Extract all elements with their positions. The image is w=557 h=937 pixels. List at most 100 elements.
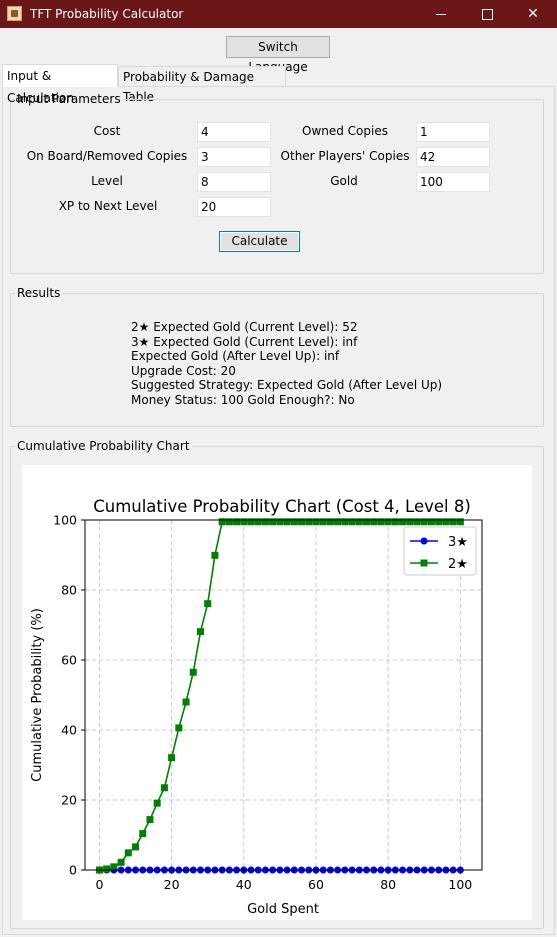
input-parameters-legend: Input Parameters xyxy=(17,92,121,106)
data-point xyxy=(406,518,414,526)
tab-probability-damage-table[interactable]: Probability & Damage Table xyxy=(118,66,286,104)
y-tick-label: 80 xyxy=(61,583,77,598)
data-point xyxy=(211,551,219,559)
minimize-button[interactable] xyxy=(418,0,464,28)
x-tick-label: 80 xyxy=(380,877,396,892)
data-point xyxy=(175,724,183,732)
data-point xyxy=(146,816,154,824)
xp-to-next-level-label: XP to Next Level xyxy=(58,199,158,213)
data-point xyxy=(427,518,435,526)
results-legend: Results xyxy=(17,286,61,300)
data-point xyxy=(435,518,443,526)
result-line-3star-current: 3★ Expected Gold (Current Level): inf xyxy=(131,334,358,349)
maximize-button[interactable] xyxy=(464,0,510,28)
x-tick-label: 60 xyxy=(308,877,324,892)
xp-to-next-level-input[interactable] xyxy=(197,197,271,217)
y-tick-label: 20 xyxy=(61,793,77,808)
data-point xyxy=(247,518,255,526)
x-tick-label: 100 xyxy=(448,877,472,892)
data-point xyxy=(160,784,168,792)
data-point xyxy=(370,518,378,526)
cost-input[interactable] xyxy=(197,122,271,142)
plot-frame xyxy=(84,519,483,871)
close-button[interactable]: ✕ xyxy=(510,0,556,28)
data-point xyxy=(261,518,269,526)
level-label: Level xyxy=(91,174,123,188)
switch-language-button[interactable]: Switch Language xyxy=(226,36,330,74)
window-title: TFT Probability Calculator xyxy=(30,7,184,21)
data-point xyxy=(355,518,363,526)
data-point xyxy=(377,518,385,526)
calculate-button[interactable]: Calculate xyxy=(219,231,300,252)
data-point xyxy=(218,518,226,526)
on-board-removed-label: On Board/Removed Copies xyxy=(26,149,188,163)
data-point xyxy=(442,518,450,526)
input-parameters-group: Input Parameters xyxy=(10,92,544,274)
owned-copies-input[interactable] xyxy=(416,122,490,142)
legend-label: 2★ xyxy=(448,557,468,572)
results-group: Results xyxy=(10,286,544,427)
data-point xyxy=(305,518,313,526)
data-point xyxy=(139,830,147,838)
data-point xyxy=(168,754,176,762)
data-point xyxy=(225,518,233,526)
result-line-money-status: Money Status: 100 Gold Enough?: No xyxy=(131,392,355,407)
data-point xyxy=(103,865,111,873)
legend-label: 3★ xyxy=(448,535,468,550)
data-point xyxy=(132,843,140,851)
data-point xyxy=(233,518,241,526)
chart-canvas: Cumulative Probability Chart (Cost 4, Le… xyxy=(22,465,532,920)
cumulative-chart-group: Cumulative Probability Chart xyxy=(10,439,544,929)
y-tick-label: 0 xyxy=(69,863,77,878)
y-axis-label: Cumulative Probability (%) xyxy=(30,608,45,782)
data-point xyxy=(319,518,327,526)
data-point xyxy=(153,799,161,807)
data-point xyxy=(298,518,306,526)
cost-label: Cost xyxy=(93,124,121,138)
close-icon: ✕ xyxy=(527,6,539,22)
data-point xyxy=(254,518,262,526)
other-players-copies-label: Other Players' Copies xyxy=(280,149,410,163)
data-point xyxy=(276,518,284,526)
y-tick-label: 100 xyxy=(53,513,77,528)
data-point xyxy=(399,518,407,526)
data-point xyxy=(290,518,298,526)
data-point xyxy=(204,600,212,608)
result-line-2star-current: 2★ Expected Gold (Current Level): 52 xyxy=(131,320,358,334)
data-point xyxy=(334,518,342,526)
maximize-icon xyxy=(481,8,493,20)
chart-legend: 3★2★ xyxy=(403,526,477,576)
data-point xyxy=(269,518,277,526)
owned-copies-label: Owned Copies xyxy=(302,124,388,138)
data-point xyxy=(196,628,204,636)
gold-input[interactable] xyxy=(416,172,490,192)
y-tick-label: 40 xyxy=(61,723,77,738)
data-point xyxy=(283,518,291,526)
data-point xyxy=(384,518,392,526)
data-point xyxy=(326,518,334,526)
x-tick-label: 40 xyxy=(236,877,252,892)
data-point xyxy=(117,858,125,866)
other-players-copies-input[interactable] xyxy=(416,147,490,167)
data-point xyxy=(110,863,118,871)
result-line-after-level-up: Expected Gold (After Level Up): inf xyxy=(131,349,340,364)
legend-swatch-marker xyxy=(420,559,428,567)
title-bar: TFT Probability Calculator ✕ xyxy=(0,0,557,28)
data-point xyxy=(124,849,132,857)
y-tick-label: 60 xyxy=(61,653,77,668)
x-tick-label: 0 xyxy=(95,877,103,892)
data-point xyxy=(363,518,371,526)
x-axis-label: Gold Spent xyxy=(247,902,319,917)
data-point xyxy=(182,698,190,706)
chart-title: Cumulative Probability Chart (Cost 4, Le… xyxy=(93,497,471,516)
results-text: 2★ Expected Gold (Current Level): 52 3★ … xyxy=(131,320,442,408)
cumulative-chart-legend: Cumulative Probability Chart xyxy=(17,439,190,453)
data-point xyxy=(240,518,248,526)
on-board-removed-input[interactable] xyxy=(197,147,271,167)
level-input[interactable] xyxy=(197,172,271,192)
legend-swatch-marker xyxy=(420,537,428,545)
gold-label: Gold xyxy=(330,174,358,188)
tab-input-calculation[interactable]: Input & Calculation xyxy=(2,64,118,105)
app-icon xyxy=(7,6,22,21)
data-point xyxy=(348,518,356,526)
